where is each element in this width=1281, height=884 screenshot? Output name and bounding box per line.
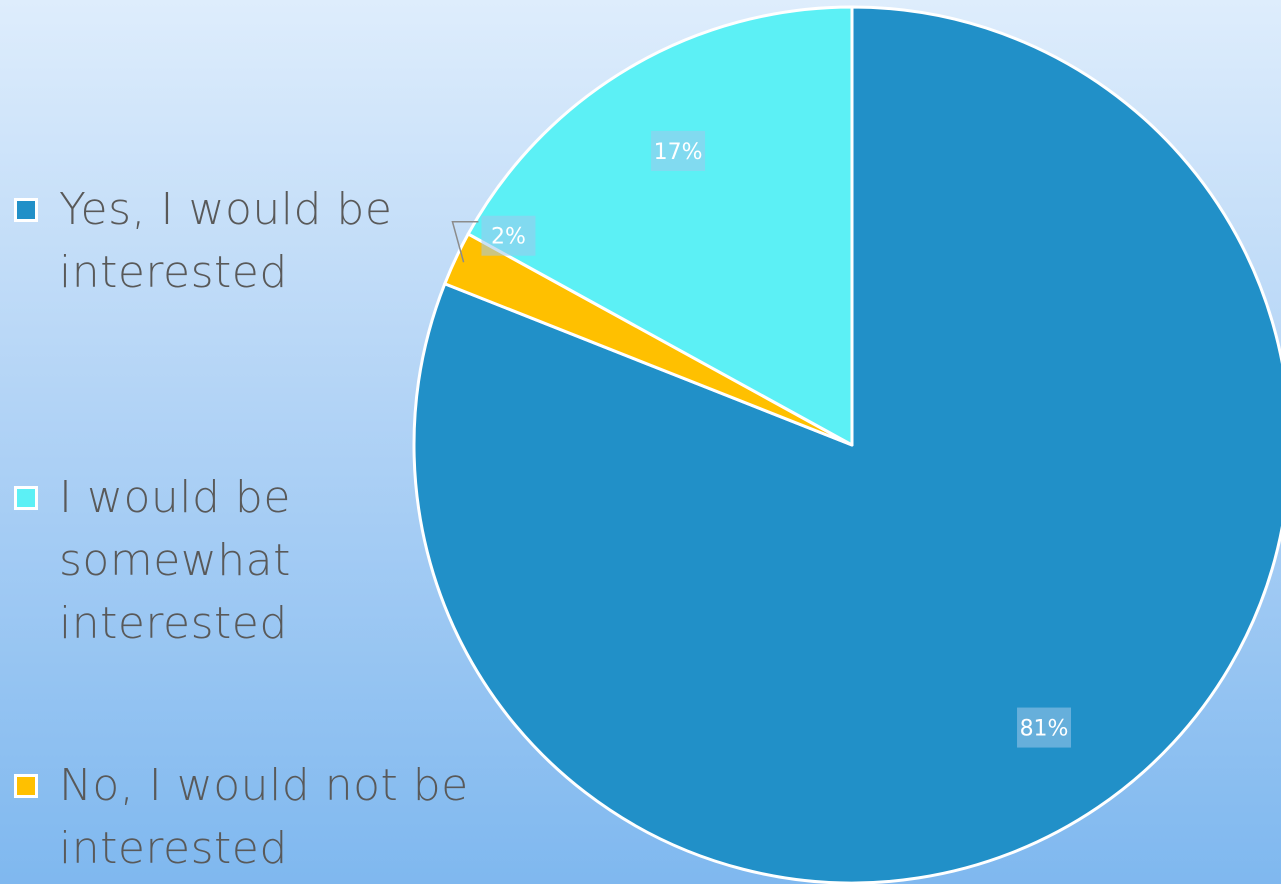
slice-yes[interactable] (412, 5, 1281, 884)
data-label-yes-box (1017, 707, 1072, 748)
pie-data-labels: 81% 2% 17% (451, 130, 1072, 748)
legend-label-no: No, I would not be interested (59, 754, 469, 880)
data-label-no-box (481, 215, 536, 256)
data-label-no: 2% (481, 215, 536, 256)
data-label-somewhat: 17% (651, 130, 706, 171)
legend-label-somewhat-line1: I would be (59, 472, 291, 523)
legend-label-yes: Yes, I would be interested (59, 178, 392, 304)
legend-item-no[interactable]: No, I would not be interested (14, 754, 469, 880)
leader-line-data-label-no (451, 220, 479, 263)
legend-label-somewhat-line3: interested (59, 598, 288, 649)
legend-label-yes-line1: Yes, I would be (59, 184, 393, 235)
legend-swatch-somewhat (14, 486, 38, 510)
legend-label-somewhat-line2: somewhat (59, 535, 291, 586)
pie-slices (412, 5, 1281, 884)
data-label-somewhat-text: 17% (654, 140, 703, 165)
legend-label-no-line1: No, I would not be (59, 760, 469, 811)
data-label-yes: 81% (1017, 707, 1072, 748)
data-label-somewhat-box (651, 130, 706, 171)
data-label-no-text: 2% (491, 225, 526, 250)
legend-label-no-line2: interested (59, 823, 288, 874)
legend-item-somewhat[interactable]: I would be somewhat interested (14, 466, 291, 655)
legend-label-somewhat: I would be somewhat interested (59, 466, 291, 655)
legend-swatch-no (14, 774, 38, 798)
slice-somewhat[interactable] (466, 5, 854, 447)
legend-swatch-yes (14, 198, 38, 222)
legend-label-yes-line2: interested (59, 247, 288, 298)
legend-item-yes[interactable]: Yes, I would be interested (14, 178, 392, 304)
data-label-yes-text: 81% (1020, 717, 1069, 742)
